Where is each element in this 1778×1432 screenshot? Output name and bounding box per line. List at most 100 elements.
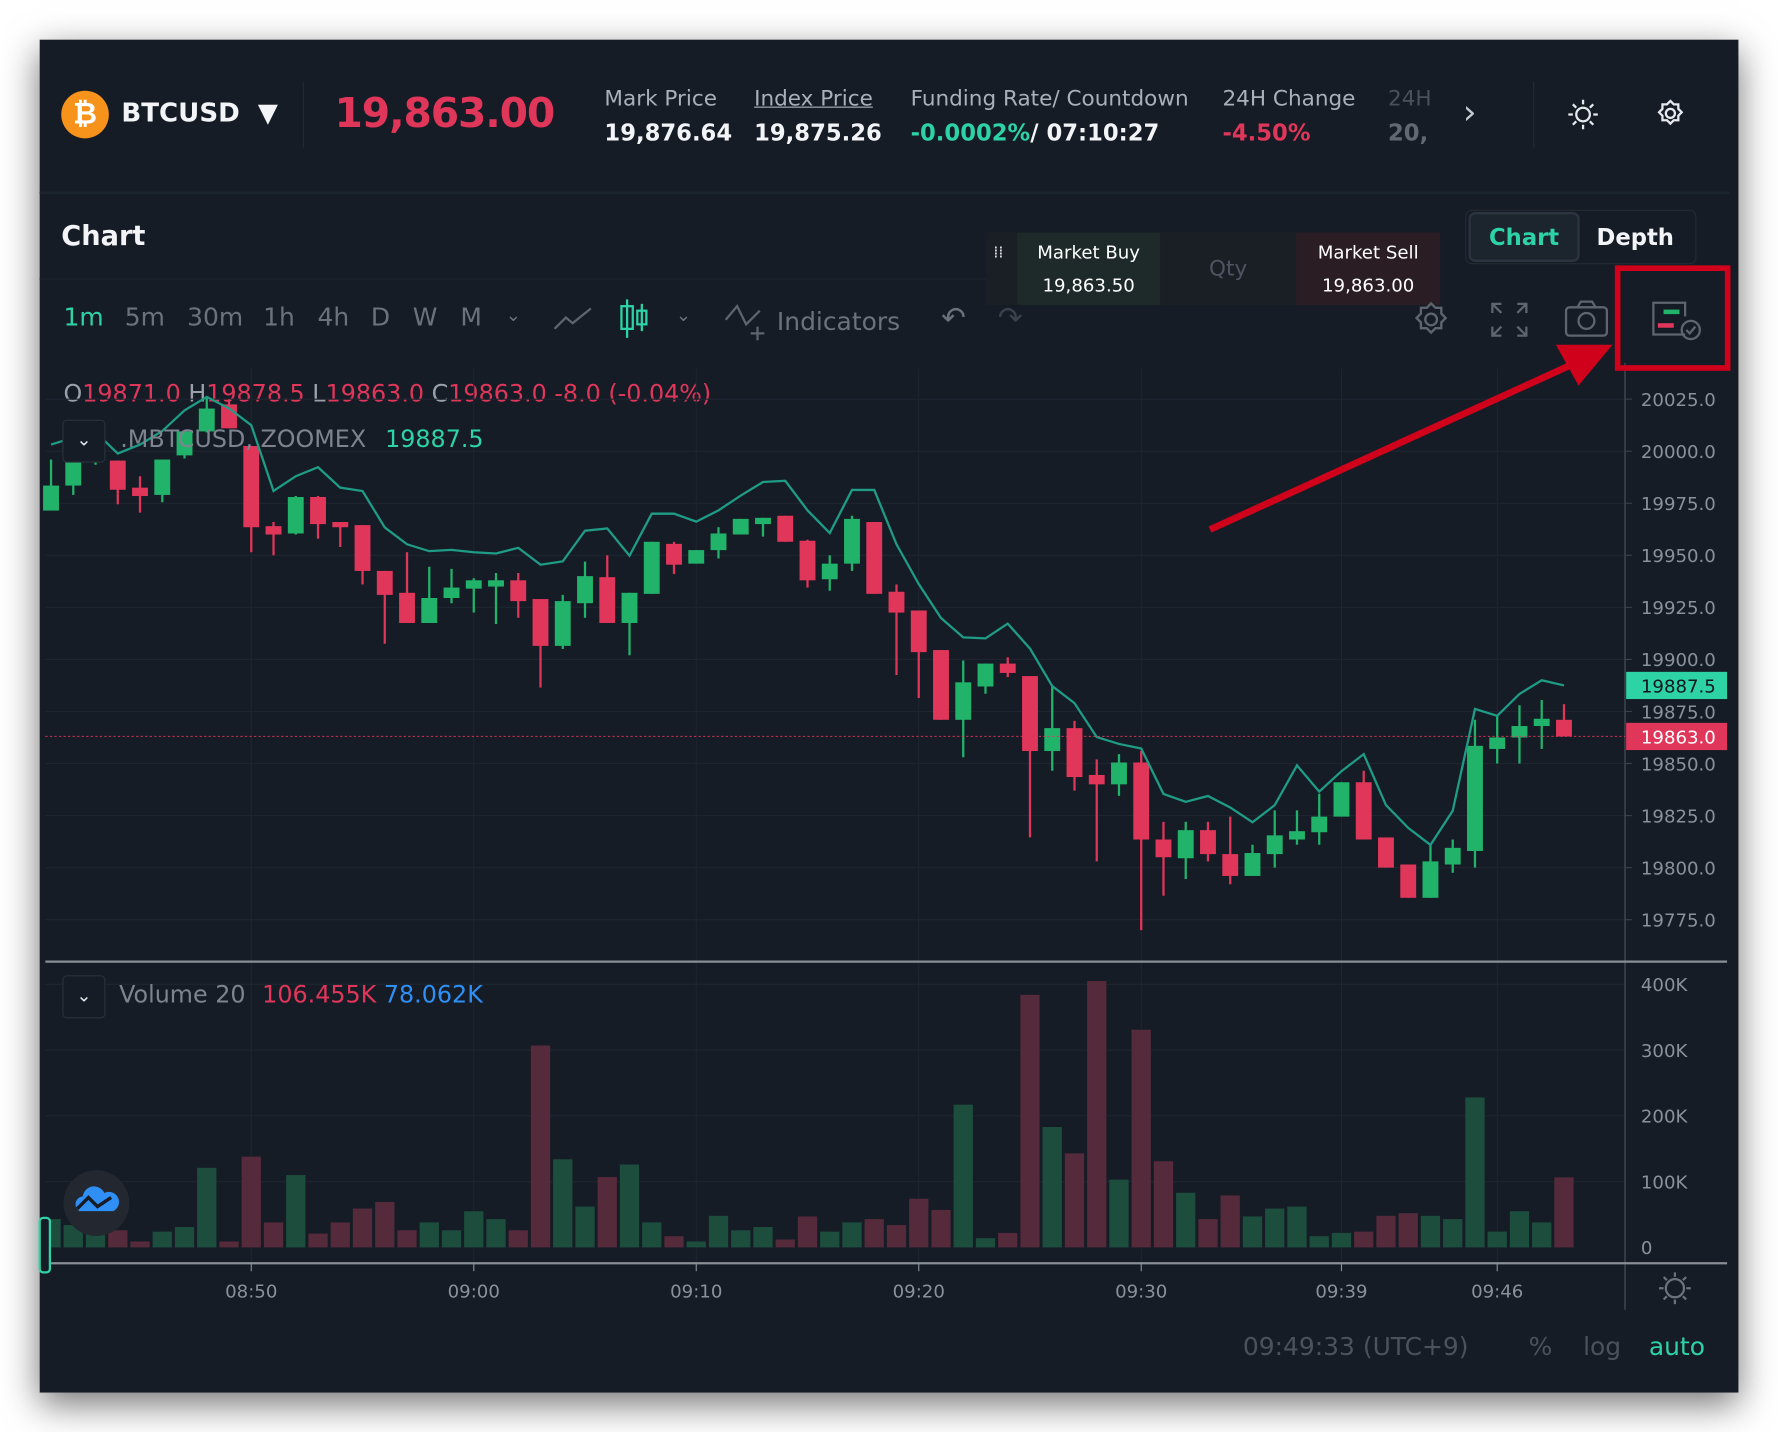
ma-price-tag xyxy=(1626,671,1728,700)
scroll-handle[interactable] xyxy=(38,1216,52,1274)
volume-bar xyxy=(575,1206,595,1248)
volume-bar xyxy=(85,1233,106,1248)
volume-bar xyxy=(152,1231,172,1248)
volume-bar xyxy=(308,1233,328,1248)
high-value: 19878.5 xyxy=(206,379,305,408)
price-tick-label: 19800.0 xyxy=(1641,858,1716,879)
divider xyxy=(302,81,304,148)
camera-icon[interactable] xyxy=(1564,299,1609,338)
line-chart-type-icon[interactable] xyxy=(552,304,593,333)
tab-depth[interactable]: Depth xyxy=(1596,223,1674,251)
market-sell-button[interactable]: Market Sell 19,863.00 xyxy=(1296,232,1441,306)
volume-bar xyxy=(686,1241,706,1248)
chart-settings-gear-icon[interactable] xyxy=(1411,301,1452,342)
candle-body xyxy=(43,485,59,511)
qty-input[interactable]: Qty xyxy=(1209,256,1248,282)
interval-M[interactable]: M xyxy=(460,303,482,333)
divider xyxy=(39,277,987,281)
volume-bar xyxy=(1220,1195,1240,1248)
time-tick-label: 08:50 xyxy=(225,1281,277,1302)
interval-4h[interactable]: 4h xyxy=(317,303,350,333)
price-tick-label: 19875.0 xyxy=(1641,702,1716,723)
candle-body xyxy=(1133,762,1150,840)
panel-title: Chart xyxy=(61,219,146,252)
volume-bar xyxy=(1020,994,1040,1248)
candle-body xyxy=(1556,719,1572,737)
volume-bar xyxy=(1176,1192,1196,1248)
settings-gear-icon[interactable] xyxy=(1655,99,1687,131)
index-price-link[interactable]: Index Price xyxy=(754,86,873,112)
interval-1h[interactable]: 1h xyxy=(263,303,295,333)
auto-scale-toggle[interactable]: auto xyxy=(1648,1333,1705,1362)
close-value: 19863.0 xyxy=(448,379,547,408)
volume-bar xyxy=(375,1202,395,1248)
price-tick-label: 19900.0 xyxy=(1641,650,1716,671)
time-tick-label: 09:30 xyxy=(1115,1281,1167,1302)
percent-scale-toggle[interactable]: % xyxy=(1528,1333,1553,1362)
log-scale-toggle[interactable]: log xyxy=(1583,1333,1622,1362)
price-tick-label: 19775.0 xyxy=(1641,910,1716,931)
volume-bar xyxy=(1443,1219,1463,1248)
candle-body xyxy=(1022,676,1038,752)
volume-bar xyxy=(1198,1219,1218,1248)
tab-chart[interactable]: Chart xyxy=(1468,212,1580,262)
volume-bar xyxy=(1398,1213,1418,1248)
candle-body xyxy=(1155,839,1172,858)
volume-bar xyxy=(1309,1236,1329,1248)
candlestick-chart-type-icon[interactable] xyxy=(618,297,650,340)
volume-bar xyxy=(842,1222,862,1248)
chart-type-chevron-icon[interactable]: ⌄ xyxy=(675,303,692,326)
redo-icon[interactable]: ↷ xyxy=(997,301,1023,336)
ma-price-tag-label: 19887.5 xyxy=(1641,676,1716,697)
chevron-right-icon[interactable]: › xyxy=(1462,92,1477,133)
candle-body xyxy=(154,459,171,495)
undo-icon[interactable]: ↶ xyxy=(941,301,966,336)
volume-bar xyxy=(397,1230,417,1248)
indicators-button[interactable]: Indicators xyxy=(723,302,900,343)
candle-body xyxy=(354,525,371,571)
market-sell-label: Market Sell xyxy=(1317,241,1419,264)
candle-body xyxy=(265,526,282,535)
order-positions-icon[interactable] xyxy=(1651,301,1703,342)
interval-30m[interactable]: 30m xyxy=(187,303,244,333)
volume-bar xyxy=(975,1238,996,1248)
bitcoin-logo-icon: ₿ xyxy=(61,90,109,139)
volume-bar xyxy=(753,1227,773,1248)
ma-legend-collapse-button[interactable]: ⌄ xyxy=(62,419,106,463)
interval-more-chevron-icon[interactable]: ⌄ xyxy=(505,303,521,326)
caret-down-icon: ▼ xyxy=(257,98,279,129)
candle-body xyxy=(243,446,260,528)
volume-legend-collapse-button[interactable]: ⌄ xyxy=(62,975,106,1019)
interval-1m[interactable]: 1m xyxy=(63,303,104,333)
drag-handle-icon[interactable]: ⁞⁞ xyxy=(993,243,1004,262)
volume-bar xyxy=(1287,1206,1307,1248)
tradingview-logo-icon[interactable] xyxy=(63,1170,130,1237)
candle-body xyxy=(910,610,927,653)
volume-bar xyxy=(953,1104,973,1248)
time-tick-label: 09:20 xyxy=(893,1281,945,1302)
fullscreen-icon[interactable] xyxy=(1490,302,1529,338)
candle-body xyxy=(1378,837,1394,868)
candle-body xyxy=(443,587,460,599)
mark-price-label: Mark Price xyxy=(604,86,717,112)
interval-D[interactable]: D xyxy=(370,303,391,333)
symbol-selector[interactable]: BTCUSD ▼ xyxy=(121,99,278,128)
interval-W[interactable]: W xyxy=(412,303,438,333)
candle-body xyxy=(1444,847,1461,865)
price-tick-label: 19925.0 xyxy=(1641,598,1716,619)
volume-tick-label: 0 xyxy=(1641,1238,1653,1259)
theme-sun-icon[interactable] xyxy=(1567,99,1599,131)
cloud-chart-icon xyxy=(75,1186,120,1212)
current-price-tag xyxy=(1626,722,1728,751)
market-buy-button[interactable]: Market Buy 19,863.50 xyxy=(1017,232,1161,306)
volume-bar xyxy=(508,1230,528,1248)
candle-body xyxy=(399,592,415,623)
candle-body xyxy=(777,515,794,542)
volume-bar xyxy=(1131,1029,1151,1248)
server-time: 09:49:33 (UTC+9) xyxy=(1242,1333,1469,1362)
market-sell-price: 19,863.00 xyxy=(1321,274,1415,296)
interval-5m[interactable]: 5m xyxy=(124,303,165,333)
volume-bar xyxy=(820,1231,840,1248)
price-tick-label: 20025.0 xyxy=(1641,390,1716,411)
